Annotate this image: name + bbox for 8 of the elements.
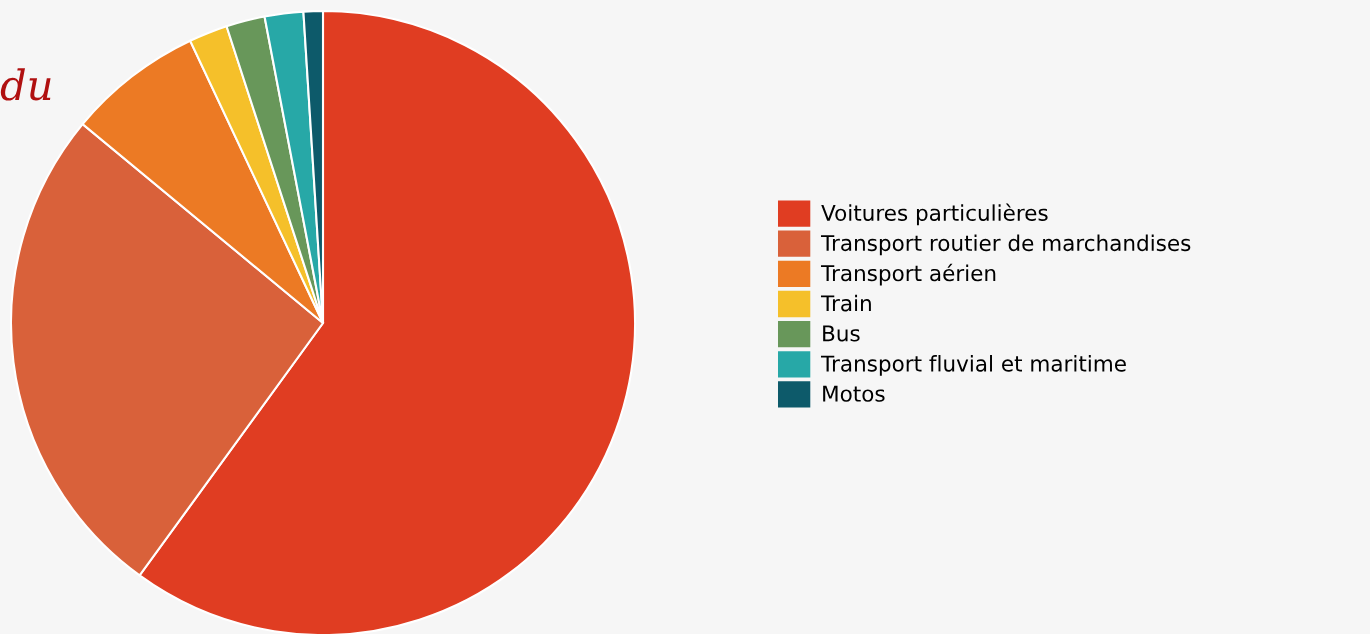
legend-label: Motos: [823, 385, 885, 402]
text: du: [0, 68, 51, 101]
legend-label: Voitures particulières: [821, 203, 1048, 226]
legend-label: Transport fluvial et maritime: [820, 355, 1126, 376]
legend-label: Train: [820, 294, 871, 312]
legend-label: Transport aérien: [820, 263, 996, 286]
legend-label: Transport routier de marchandises: [820, 234, 1191, 256]
legend-label: Bus: [823, 325, 860, 342]
